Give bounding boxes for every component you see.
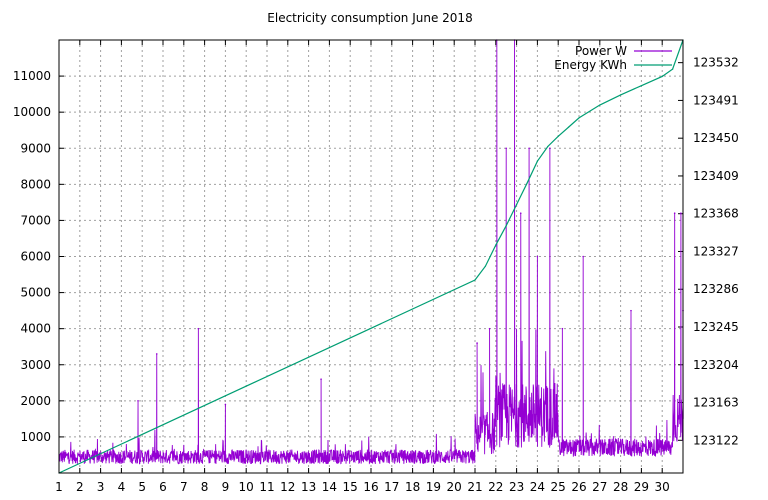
legend-label-power: Power W — [575, 44, 627, 58]
plot-area — [58, 39, 684, 474]
x-tick-label: 3 — [97, 480, 105, 494]
y-axis-left: 1000 2000 3000 4000 5000 6000 7000 8000 9000 1000… — [13, 69, 64, 444]
power-spike-point — [680, 212, 682, 214]
y-tick-label: 10000 — [13, 105, 51, 119]
x-tick-label: 18 — [405, 480, 420, 494]
y-tick-label: 5000 — [20, 286, 51, 300]
y2-tick-label: 123204 — [693, 358, 739, 372]
x-tick-label: 22 — [488, 480, 503, 494]
legend: Power W Energy KWh — [554, 44, 672, 72]
energy-point — [526, 182, 528, 184]
y-tick-label: 11000 — [13, 69, 51, 83]
y2-tick-label: 123122 — [693, 433, 739, 447]
x-tick-label: 9 — [222, 480, 230, 494]
series-energy-line — [58, 39, 684, 474]
y2-tick-label: 123532 — [693, 56, 739, 70]
y-tick-label: 1000 — [20, 430, 51, 444]
y2-tick-label: 123368 — [693, 207, 739, 221]
x-tick-label: 2 — [76, 480, 84, 494]
x-tick-label: 21 — [467, 480, 482, 494]
x-tick-label: 1 — [55, 480, 63, 494]
energy-point — [661, 75, 663, 78]
y2-tick-label: 123409 — [693, 169, 739, 183]
energy-point — [557, 135, 559, 137]
power-spike-point — [197, 327, 200, 330]
y2-tick-label: 123286 — [693, 282, 739, 296]
x-axis: 1 2 3 4 5 6 7 8 9 10 11 12 13 14 15 16 17 18 19 20 21 22 23 24 2… — [55, 40, 670, 494]
energy-point — [516, 203, 518, 206]
x-tick-label: 7 — [180, 480, 188, 494]
x-tick-label: 20 — [447, 480, 462, 494]
plot-frame — [58, 39, 684, 474]
power-spike-point — [528, 147, 530, 150]
y-tick-label: 4000 — [20, 322, 51, 336]
x-tick-label: 14 — [322, 480, 337, 494]
power-spike-point — [155, 353, 158, 355]
y-tick-label: 2000 — [20, 394, 51, 408]
y2-tick-label: 123163 — [693, 396, 739, 410]
legend-label-energy: Energy KWh — [554, 58, 627, 72]
x-tick-label: 8 — [201, 480, 209, 494]
x-tick-label: 16 — [363, 480, 378, 494]
energy-point — [568, 126, 570, 128]
y-axis-right: 123122 123163 123204 123245 123286 123327 1233… — [678, 56, 739, 447]
x-tick-label: 25 — [551, 480, 566, 494]
energy-point — [620, 94, 622, 96]
x-tick-label: 19 — [426, 480, 441, 494]
x-tick-label: 29 — [634, 480, 649, 494]
power-spike-point — [561, 327, 564, 330]
energy-point — [484, 265, 486, 267]
power-spike-point — [536, 255, 539, 258]
y-tick-label: 9000 — [20, 141, 51, 155]
grid — [59, 40, 683, 473]
x-tick-label: 17 — [384, 480, 399, 494]
energy-point — [505, 225, 507, 227]
y2-tick-label: 123491 — [693, 93, 739, 107]
x-tick-label: 10 — [239, 480, 254, 494]
x-tick-label: 12 — [280, 480, 295, 494]
x-tick-label: 13 — [301, 480, 316, 494]
x-tick-label: 6 — [159, 480, 167, 494]
series-power-line — [58, 39, 684, 465]
power-spike-point — [224, 403, 227, 406]
y2-tick-label: 123327 — [693, 244, 739, 258]
y-tick-label: 6000 — [20, 250, 51, 264]
energy-point — [495, 244, 497, 246]
x-tick-label: 11 — [259, 480, 274, 494]
x-tick-label: 4 — [118, 480, 126, 494]
power-spike-point — [630, 309, 632, 312]
y2-tick-label: 123245 — [693, 320, 739, 334]
power-spike-point — [549, 147, 551, 150]
x-tick-label: 28 — [613, 480, 628, 494]
energy-point — [474, 279, 476, 281]
power-spike-point — [673, 212, 676, 214]
power-spike-point — [320, 378, 322, 380]
x-tick-label: 27 — [592, 480, 607, 494]
energy-point — [578, 117, 580, 119]
x-tick-label: 24 — [530, 480, 545, 494]
power-spike-point — [137, 400, 139, 402]
y-tick-label: 7000 — [20, 213, 51, 227]
power-spike-point — [505, 147, 508, 150]
power-spike-point — [582, 255, 584, 258]
y-tick-label: 8000 — [20, 177, 51, 191]
power-spike-point — [519, 212, 522, 214]
energy-point — [672, 68, 674, 70]
x-tick-label: 26 — [571, 480, 586, 494]
energy-point — [547, 145, 549, 148]
energy-point — [599, 104, 601, 106]
y-tick-label: 3000 — [20, 358, 51, 372]
x-tick-label: 30 — [655, 480, 670, 494]
chart-title: Electricity consumption June 2018 — [267, 11, 472, 25]
energy-point — [640, 85, 643, 87]
power-spike-point — [476, 342, 478, 344]
x-tick-label: 5 — [138, 480, 146, 494]
y2-tick-label: 123450 — [693, 131, 739, 145]
energy-point — [536, 160, 539, 162]
x-tick-label: 15 — [343, 480, 358, 494]
x-tick-label: 23 — [509, 480, 524, 494]
power-spike-point — [488, 327, 491, 330]
